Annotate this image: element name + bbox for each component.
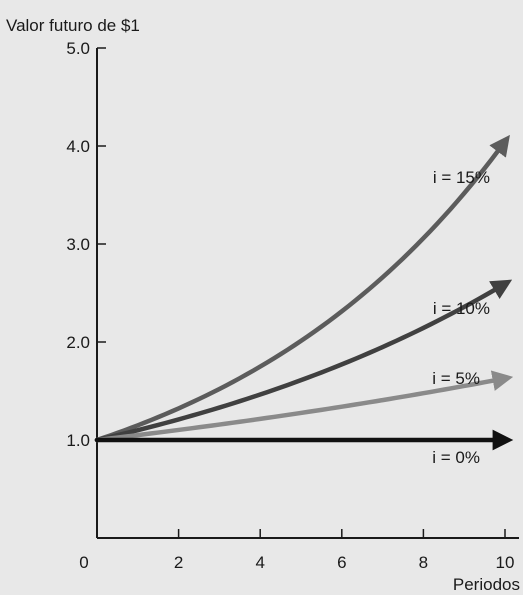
y-tick-label: 3.0 xyxy=(66,235,90,254)
x-tick-label: 2 xyxy=(174,553,183,572)
series-line-0 xyxy=(94,134,510,443)
y-tick-label: 2.0 xyxy=(66,333,90,352)
x-tick-label: 6 xyxy=(337,553,346,572)
series-label: i = 15% xyxy=(433,168,490,187)
x-tick-label: 4 xyxy=(255,553,264,572)
series-label: i = 10% xyxy=(433,299,490,318)
axes: 1.0 2.0 3.0 4.0 5.0 0 2 4 6 8 10 Valor futuro de $1… xyxy=(6,16,520,594)
x-tick-label: 0 xyxy=(79,553,88,572)
x-tick-label: 10 xyxy=(496,553,515,572)
x-axis-title: Periodos xyxy=(453,575,520,594)
series-line-1 xyxy=(94,279,513,443)
series-line-2 xyxy=(94,370,514,443)
y-tick-label: 5.0 xyxy=(66,39,90,58)
labels-layer: i = 15% i = 10% i = 5% i = 0% xyxy=(432,168,490,467)
y-tick-label: 1.0 xyxy=(66,431,90,450)
series-label: i = 5% xyxy=(432,369,480,388)
series-layer xyxy=(94,134,514,451)
series-label: i = 0% xyxy=(432,448,480,467)
y-axis-title: Valor futuro de $1 xyxy=(6,16,140,35)
y-tick-label: 4.0 xyxy=(66,137,90,156)
x-tick-label: 8 xyxy=(419,553,428,572)
